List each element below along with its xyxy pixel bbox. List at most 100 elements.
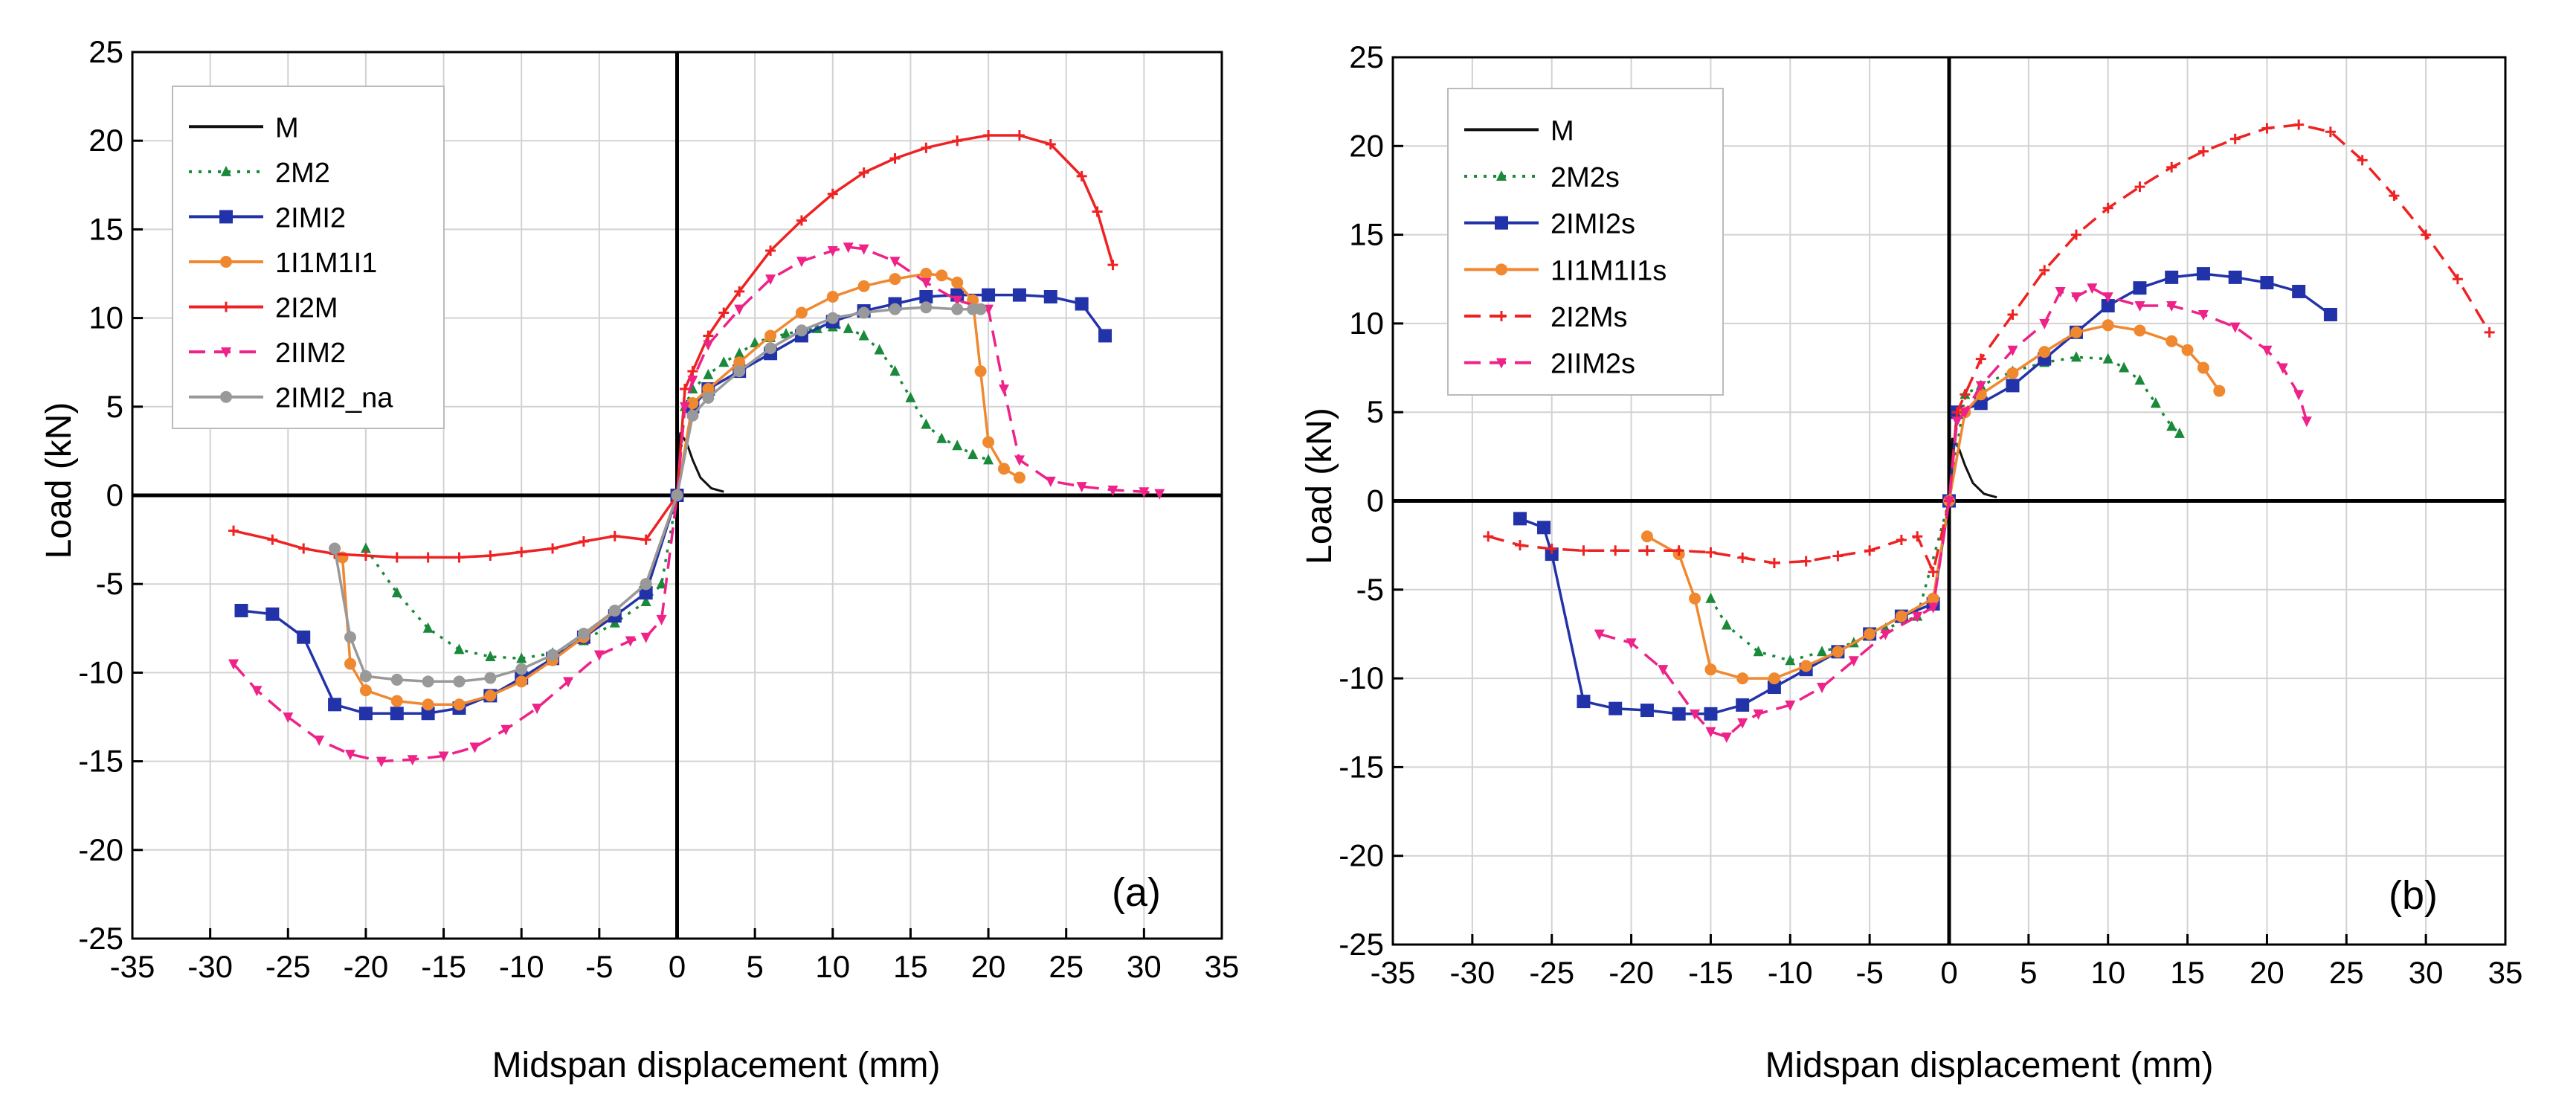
data-point	[1705, 727, 1716, 738]
data-point	[608, 604, 621, 617]
data-point	[360, 542, 371, 553]
data-point	[1975, 381, 1986, 392]
data-point	[764, 342, 777, 355]
data-point	[656, 614, 667, 625]
y-tick-label: -20	[78, 832, 123, 867]
data-point	[532, 704, 543, 715]
data-point	[857, 280, 870, 292]
x-tick-label: 15	[893, 949, 928, 984]
data-point	[2070, 292, 2081, 303]
legend-swatch-marker	[1496, 311, 1507, 321]
data-point	[1753, 709, 1764, 720]
data-point	[1817, 683, 1828, 694]
data-point	[2197, 309, 2209, 321]
data-point	[2133, 281, 2147, 295]
data-point	[2452, 274, 2463, 285]
data-point	[251, 686, 263, 697]
data-point	[2102, 319, 2114, 332]
series-2IMI2_na	[329, 301, 987, 688]
data-point	[515, 663, 528, 675]
data-point	[982, 288, 996, 302]
x-tick-label: -35	[1371, 955, 1416, 990]
data-point	[1594, 629, 1605, 640]
legend-swatch-marker	[1495, 216, 1508, 230]
data-point	[1514, 540, 1525, 551]
data-point	[640, 578, 652, 591]
data-point	[936, 432, 947, 443]
data-point	[1641, 545, 1652, 556]
y-tick-label: -25	[78, 921, 123, 956]
data-point	[640, 534, 651, 545]
data-point	[438, 751, 449, 762]
data-point	[1658, 665, 1669, 676]
x-tick-label: 20	[971, 949, 1006, 984]
data-point	[733, 365, 746, 378]
data-point	[1736, 698, 1750, 712]
legend-swatch-marker	[219, 210, 233, 224]
data-point	[952, 440, 963, 451]
data-point	[2101, 299, 2115, 313]
data-point	[515, 675, 528, 688]
data-point	[889, 303, 901, 315]
series-2I2M	[228, 130, 1118, 563]
panel-label: (a)	[1112, 870, 1161, 915]
data-point	[1737, 718, 1748, 729]
data-point	[919, 289, 933, 303]
data-point	[2150, 397, 2161, 408]
legend-swatch-marker	[221, 347, 231, 358]
data-point	[889, 257, 901, 268]
data-point	[2389, 190, 2400, 202]
data-point	[1864, 628, 1876, 640]
data-point	[703, 340, 714, 351]
data-point	[2325, 126, 2336, 138]
data-point	[1483, 531, 1494, 542]
data-point	[485, 550, 496, 562]
data-point	[1545, 547, 1559, 562]
data-point	[765, 274, 776, 286]
x-tick-label: 0	[669, 949, 686, 984]
series-2I2Ms	[1483, 119, 2495, 577]
series-line	[1948, 437, 1997, 501]
y-axis-label: Load (kN)	[1300, 408, 1339, 565]
data-point	[1832, 550, 1844, 562]
data-point	[827, 246, 838, 257]
data-point	[2301, 416, 2312, 428]
data-point	[360, 550, 371, 562]
data-point	[640, 632, 651, 643]
legend-swatch-marker	[220, 390, 232, 403]
x-tick-label: -5	[585, 949, 613, 984]
legend-label: 1I1M1I1	[275, 248, 377, 279]
series-2IIM2s	[1594, 283, 2312, 743]
y-tick-label: -10	[78, 654, 123, 689]
data-point	[1076, 482, 1087, 493]
series-line	[1487, 123, 2491, 573]
data-point	[1927, 592, 1939, 605]
data-point	[1912, 531, 1923, 542]
x-tick-label: -25	[265, 949, 311, 984]
data-point	[1928, 602, 1939, 614]
data-point	[1014, 455, 1025, 466]
legend-label: M	[1551, 115, 1574, 147]
legend-label: 2IIM2s	[1551, 349, 1635, 380]
data-point	[826, 290, 839, 303]
data-point	[485, 650, 496, 661]
data-point	[734, 286, 745, 297]
data-point	[936, 269, 948, 282]
legend-swatch-marker	[1496, 170, 1507, 181]
data-point	[2166, 335, 2178, 347]
data-point	[1640, 530, 1653, 543]
data-point	[998, 463, 1010, 475]
x-tick-label: -15	[1688, 955, 1733, 990]
legend: M 2M2 2IMI2 1I1M1I1 2I2M 2IIM2 2IMI2_na	[172, 86, 445, 429]
series-2IIM2	[228, 242, 1165, 768]
data-point	[359, 670, 372, 683]
data-point	[345, 750, 355, 761]
legend-label: 2IMI2s	[1551, 209, 1635, 240]
x-tick-label: 15	[2170, 955, 2205, 990]
data-point	[1768, 558, 1780, 569]
x-tick-label: -5	[1855, 955, 1883, 990]
data-point	[297, 630, 311, 644]
data-point	[858, 244, 869, 255]
data-point	[983, 130, 994, 141]
data-point	[1513, 512, 1527, 526]
